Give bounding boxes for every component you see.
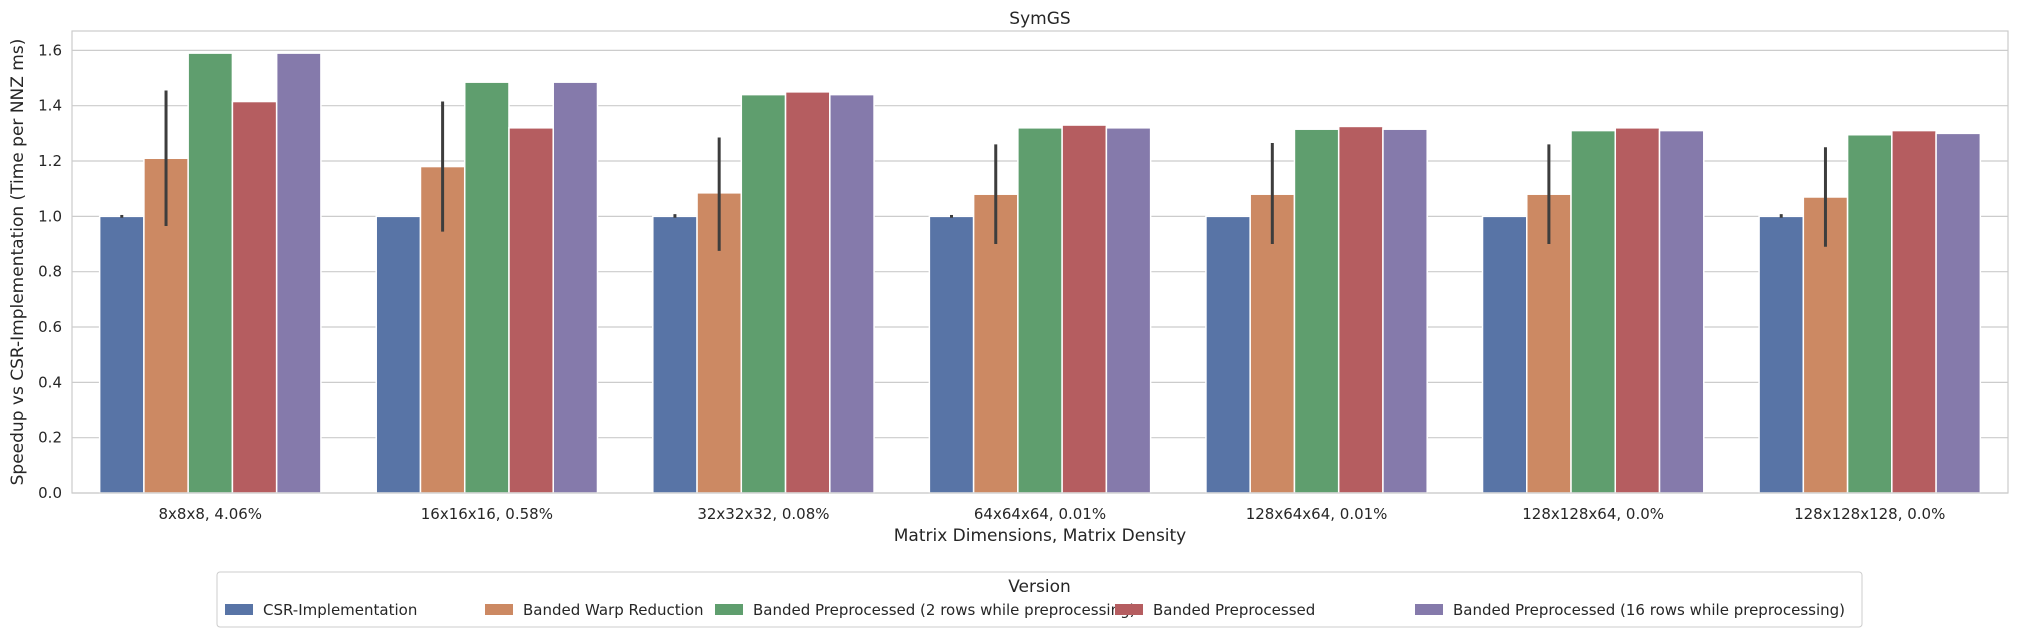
bar: [1337, 125, 1384, 494]
x-tick-label: 128x64x64, 0.01%: [1246, 505, 1388, 523]
x-tick-label: 128x128x128, 0.0%: [1794, 505, 1945, 523]
y-tick-labels: 0.0 0.2 0.4 0.6 0.8 1.0 1.2 1.4 1.6: [38, 41, 62, 502]
legend-title: Version: [1008, 577, 1071, 597]
bars: [98, 52, 1982, 494]
y-tick-label: 0.4: [38, 373, 62, 391]
bar: [1758, 215, 1805, 494]
bar: [1481, 215, 1528, 494]
legend-items: CSR-Implementation Banded Warp Reduction B…: [225, 601, 1845, 619]
legend-swatch: [225, 604, 253, 615]
legend-label: Banded Preprocessed (16 rows while prepr…: [1453, 601, 1845, 619]
bar: [1382, 128, 1428, 494]
x-tick-label: 64x64x64, 0.01%: [974, 505, 1106, 523]
bar: [784, 91, 831, 494]
bar: [231, 100, 278, 494]
x-tick-label: 16x16x16, 0.58%: [421, 505, 553, 523]
bar: [187, 52, 234, 494]
legend-box: [216, 571, 1863, 628]
y-tick-label: 1.6: [38, 41, 62, 59]
y-axis-label: Speedup vs CSR-Implementation (Time per …: [8, 39, 28, 486]
legend-swatch: [715, 604, 743, 615]
bar: [552, 81, 599, 494]
bar: [375, 215, 422, 494]
legend-label: Banded Preprocessed: [1153, 601, 1315, 619]
bar: [740, 93, 787, 494]
bar: [1017, 127, 1063, 494]
bar: [652, 215, 698, 494]
bar: [1105, 127, 1152, 494]
bar: [829, 93, 875, 494]
x-tick-label: 8x8x8, 4.06%: [158, 505, 262, 523]
plot-frame: [71, 30, 2009, 494]
bar: [1891, 129, 1937, 494]
legend-swatch: [1415, 604, 1443, 615]
bar: [1614, 127, 1661, 494]
y-tick-label: 0.6: [38, 318, 62, 336]
bar: [275, 52, 322, 494]
legend-swatch: [485, 604, 513, 615]
bar: [1658, 129, 1705, 494]
bar: [1061, 124, 1108, 494]
legend-label: Banded Warp Reduction: [523, 601, 704, 619]
bar: [1846, 133, 1893, 494]
y-tick-label: 1.4: [38, 97, 62, 115]
x-tick-label: 128x128x64, 0.0%: [1522, 505, 1664, 523]
x-tick-labels: 8x8x8, 4.06% 16x16x16, 0.58% 32x32x32, 0.0…: [158, 505, 1945, 523]
bar: [928, 215, 975, 494]
bar: [1570, 129, 1617, 494]
legend-swatch: [1115, 604, 1143, 615]
bar: [463, 81, 510, 494]
y-tick-label: 0.0: [38, 484, 62, 502]
y-tick-label: 0.2: [38, 429, 62, 447]
bar: [98, 215, 145, 494]
bar: [1935, 132, 1982, 494]
y-tick-label: 1.0: [38, 207, 62, 225]
legend-label: Banded Preprocessed (2 rows while prepro…: [753, 601, 1135, 619]
bar: [508, 127, 554, 494]
y-tick-label: 0.8: [38, 263, 62, 281]
x-tick-label: 32x32x32, 0.08%: [697, 505, 829, 523]
error-bars: [120, 90, 1827, 251]
x-axis-label: Matrix Dimensions, Matrix Density: [894, 526, 1187, 546]
legend-label: CSR-Implementation: [263, 601, 417, 619]
chart-title: SymGS: [1009, 9, 1070, 29]
bar: [1293, 128, 1340, 494]
y-tick-label: 1.2: [38, 152, 62, 170]
legend: Version CSR-Implementation Banded Warp Re…: [216, 571, 1863, 628]
bar: [1205, 215, 1251, 494]
